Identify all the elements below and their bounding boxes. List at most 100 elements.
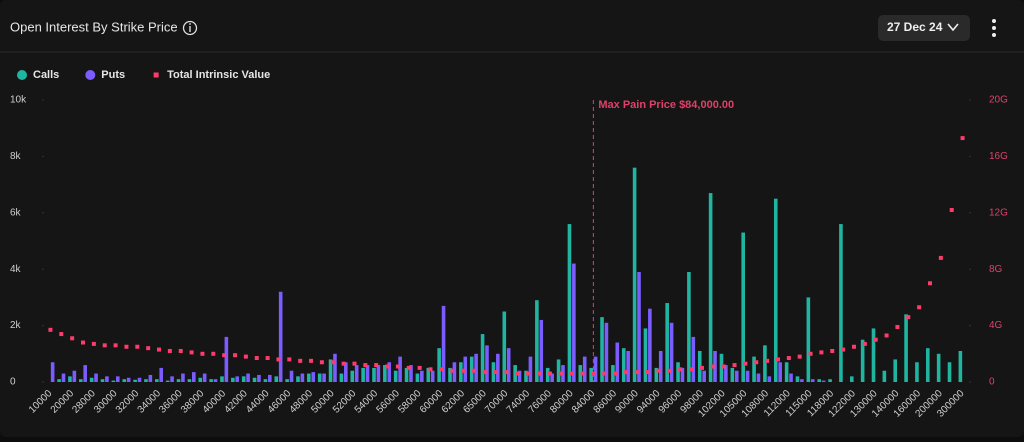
intrinsic-point [602, 371, 607, 376]
bar [126, 377, 131, 382]
bar [702, 370, 706, 382]
bar [252, 377, 257, 382]
intrinsic-point [743, 361, 748, 366]
y2-tick-label: 12G [989, 207, 1008, 218]
bar [582, 356, 587, 382]
bar [578, 365, 583, 382]
intrinsic-point [732, 363, 737, 368]
intrinsic-point [146, 346, 151, 351]
bar [176, 379, 181, 382]
intrinsic-point [330, 360, 335, 365]
bar [915, 362, 919, 382]
bar [235, 376, 240, 382]
y2-tick-label: 20G [989, 95, 1008, 106]
intrinsic-point [417, 365, 422, 370]
bar [274, 376, 279, 382]
intrinsic-point [265, 356, 270, 361]
bar [860, 339, 865, 382]
bar [285, 379, 289, 382]
bar [224, 336, 229, 382]
bar [191, 372, 196, 382]
bar [94, 373, 98, 382]
intrinsic-point [537, 371, 542, 376]
bar [100, 379, 105, 382]
intrinsic-point [222, 353, 227, 358]
intrinsic-point [178, 348, 183, 353]
bar [708, 193, 713, 382]
intrinsic-point [895, 325, 900, 330]
bar [719, 353, 724, 382]
intrinsic-point [428, 367, 433, 372]
intrinsic-point [189, 350, 194, 355]
y2-tick-label: 4G [989, 320, 1003, 331]
bar [83, 365, 88, 382]
intrinsic-point [254, 356, 259, 361]
intrinsic-point [569, 371, 574, 376]
intrinsic-point [797, 354, 802, 359]
bar [263, 379, 268, 382]
bar [155, 379, 159, 382]
bar [893, 359, 898, 382]
bar [665, 303, 669, 382]
bar [680, 367, 685, 382]
bar [300, 373, 305, 382]
intrinsic-point [48, 327, 53, 332]
intrinsic-point [634, 370, 639, 375]
bar [209, 379, 213, 382]
bar [452, 362, 457, 382]
intrinsic-point [124, 344, 129, 349]
bar [567, 224, 572, 382]
date-dropdown[interactable]: 27 Dec 24 [878, 15, 970, 41]
bar [669, 322, 674, 382]
bar [817, 379, 822, 382]
more-menu[interactable] [992, 19, 996, 37]
intrinsic-point [59, 332, 64, 337]
y-tick-label: 8k [10, 151, 22, 162]
y-tick-label: 10k [10, 95, 27, 106]
bar [676, 362, 680, 382]
bar [437, 348, 441, 382]
intrinsic-point [862, 341, 867, 346]
bar [724, 365, 728, 382]
intrinsic-point [461, 368, 466, 373]
bar [50, 362, 55, 382]
bar [756, 373, 761, 382]
bar [550, 373, 554, 382]
intrinsic-point [699, 365, 704, 370]
intrinsic-point [906, 315, 911, 320]
intrinsic-point [765, 358, 770, 363]
y-tick-label: 2k [10, 320, 22, 331]
bar [745, 370, 750, 382]
intrinsic-point [482, 370, 487, 375]
bar [604, 322, 609, 382]
bar [535, 300, 539, 382]
legend-label: Calls [33, 69, 59, 81]
bar [426, 367, 431, 382]
bar [296, 376, 300, 382]
intrinsic-point [113, 343, 118, 348]
bar [246, 373, 250, 382]
intrinsic-point [363, 363, 368, 368]
legend-label: Total Intrinsic Value [167, 69, 270, 81]
intrinsic-point [341, 361, 346, 366]
bar [778, 362, 782, 382]
intrinsic-point [493, 370, 498, 375]
bar [643, 328, 648, 382]
legend-swatch [17, 70, 27, 80]
bar [958, 350, 963, 382]
bar [111, 380, 116, 382]
intrinsic-point [656, 368, 661, 373]
bar [448, 367, 452, 382]
bar [344, 362, 348, 382]
bar [170, 376, 174, 382]
bar [307, 373, 311, 382]
intrinsic-point [233, 353, 238, 358]
bar [539, 319, 544, 382]
intrinsic-point [81, 340, 86, 345]
info-icon[interactable] [182, 20, 198, 36]
intrinsic-point [167, 348, 172, 353]
intrinsic-point [851, 344, 856, 349]
bar [404, 367, 409, 382]
